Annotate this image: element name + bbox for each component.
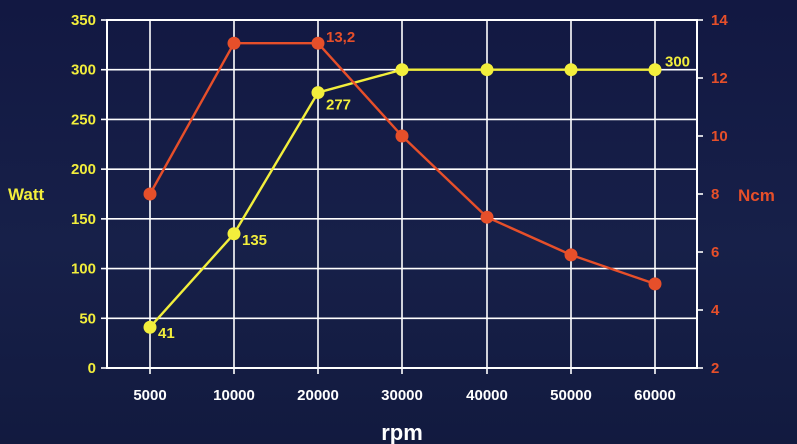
right-axis-ticks: 2 4 6 8 10 12 14 <box>697 12 728 377</box>
watt-data-point <box>227 227 241 241</box>
ncm-data-point <box>143 187 157 201</box>
watt-data-label: 41 <box>158 325 175 342</box>
left-tick-label: 0 <box>88 360 96 377</box>
series-points <box>143 36 662 334</box>
ncm-data-point <box>648 277 662 291</box>
watt-data-point <box>648 63 662 77</box>
ncm-data-point <box>227 36 241 50</box>
left-tick-label: 300 <box>71 62 96 79</box>
y-axis-right-label: Ncm <box>738 186 775 205</box>
y-axis-left-label: Watt <box>8 185 45 204</box>
right-tick-label: 14 <box>711 12 728 29</box>
right-tick-label: 10 <box>711 128 728 145</box>
ncm-data-point <box>311 36 325 50</box>
watt-data-point <box>311 86 325 100</box>
x-tick-label: 60000 <box>634 387 676 404</box>
right-tick-label: 12 <box>711 70 728 87</box>
x-tick-label: 40000 <box>466 387 508 404</box>
right-tick-label: 8 <box>711 186 719 203</box>
x-axis-label: rpm <box>381 420 423 444</box>
left-tick-label: 50 <box>79 310 96 327</box>
x-tick-label: 50000 <box>550 387 592 404</box>
right-tick-label: 4 <box>711 302 720 319</box>
watt-data-label: 300 <box>665 54 690 71</box>
ncm-data-point <box>395 129 409 143</box>
left-tick-label: 150 <box>71 211 96 228</box>
watt-data-point <box>143 320 157 334</box>
watt-data-point <box>395 63 409 77</box>
left-tick-label: 200 <box>71 161 96 178</box>
watt-data-point <box>480 63 494 77</box>
watt-data-label: 135 <box>242 232 267 249</box>
x-tick-label: 5000 <box>133 387 166 404</box>
left-tick-label: 250 <box>71 111 96 128</box>
left-tick-label: 100 <box>71 261 96 278</box>
x-tick-label: 20000 <box>297 387 339 404</box>
right-tick-label: 2 <box>711 360 719 377</box>
ncm-data-point <box>564 248 578 262</box>
ncm-data-label: 13,2 <box>326 29 355 46</box>
grid <box>107 20 697 368</box>
x-axis-ticks: 5000 10000 20000 30000 40000 50000 60000 <box>133 368 676 404</box>
ncm-data-point <box>480 210 494 224</box>
left-axis-ticks: 0 50 100 150 200 250 300 350 <box>71 12 107 377</box>
right-tick-label: 6 <box>711 244 719 261</box>
watt-data-point <box>564 63 578 77</box>
left-tick-label: 350 <box>71 12 96 29</box>
data-labels: 41 135 277 300 13,2 <box>158 29 690 342</box>
x-tick-label: 30000 <box>381 387 423 404</box>
x-tick-label: 10000 <box>213 387 255 404</box>
watt-data-label: 277 <box>326 97 351 114</box>
